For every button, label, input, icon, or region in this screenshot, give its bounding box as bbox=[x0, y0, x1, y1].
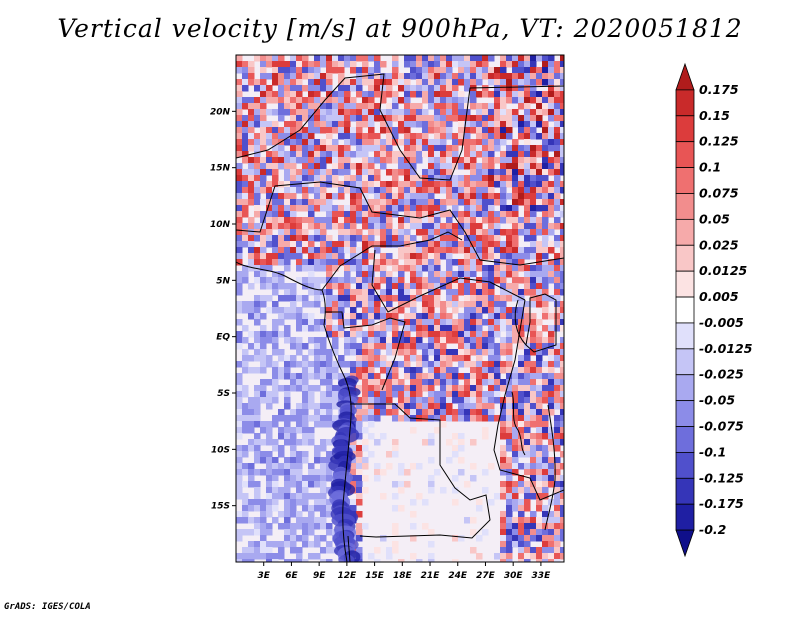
colorbar-level-label: 0.175 bbox=[699, 82, 739, 97]
lon-tick-label: 24E bbox=[448, 571, 468, 581]
country-border bbox=[321, 231, 463, 291]
west-coastline bbox=[236, 261, 352, 562]
colorbar-swatch bbox=[675, 62, 695, 91]
colorbar-level-label: 0.125 bbox=[699, 134, 739, 149]
colorbar-swatch bbox=[675, 529, 695, 558]
lat-tick-label: 15N bbox=[210, 164, 231, 174]
colorbar-swatch bbox=[675, 322, 695, 350]
colorbar-swatch bbox=[675, 348, 695, 376]
colorbar-level-label: -0.1 bbox=[699, 444, 726, 459]
colorbar-swatch bbox=[675, 115, 695, 143]
colorbar-level-label: -0.175 bbox=[699, 496, 744, 511]
colorbar-swatch bbox=[675, 193, 695, 220]
lon-tick-label: 12E bbox=[338, 571, 358, 581]
map-axes: 20N 15N 10N 5N EQ 5S 10S 15S 3E 6E 9E 12E 15E 18E 21E 2… bbox=[210, 107, 551, 581]
country-border bbox=[350, 403, 491, 539]
coastlines-and-borders bbox=[236, 73, 564, 562]
colorbar-level-label: -0.075 bbox=[699, 419, 744, 434]
colorbar-level-label: 0.075 bbox=[699, 185, 739, 200]
grads-credit: GrADS: IGES/COLA bbox=[4, 602, 91, 612]
lat-tick-label: 20N bbox=[210, 107, 231, 117]
country-border bbox=[236, 73, 564, 181]
lon-tick-label: 3E bbox=[258, 571, 271, 581]
lon-tick-label: 27E bbox=[476, 571, 496, 581]
chart-title: Vertical velocity [m/s] at 900hPa, VT: 2… bbox=[57, 14, 743, 43]
colorbar-level-label: -0.125 bbox=[699, 470, 744, 485]
lat-tick-label: 5N bbox=[216, 276, 230, 286]
colorbar-level-label: 0.1 bbox=[699, 160, 721, 175]
country-border bbox=[493, 299, 564, 501]
country-border bbox=[371, 249, 526, 313]
colorbar-level-label: 0.0125 bbox=[699, 263, 748, 278]
colorbar-swatch bbox=[675, 167, 695, 194]
colorbar-swatch bbox=[675, 270, 695, 298]
lake-outline bbox=[514, 299, 527, 346]
lat-tick-label: EQ bbox=[216, 333, 230, 343]
lat-tick-label: 10S bbox=[211, 445, 230, 455]
colorbar-level-label: 0.05 bbox=[699, 211, 730, 226]
country-border bbox=[347, 535, 351, 562]
colorbar-level-label: 0.005 bbox=[699, 289, 739, 304]
colorbar-swatch bbox=[675, 141, 695, 168]
lon-tick-label: 33E bbox=[532, 571, 552, 581]
colorbar-swatch bbox=[675, 400, 695, 427]
lat-tick-label: 5S bbox=[217, 389, 230, 399]
colorbar-swatch bbox=[675, 452, 695, 479]
colorbar-swatch bbox=[675, 296, 695, 324]
colorbar-level-label: -0.05 bbox=[699, 393, 735, 408]
lon-tick-label: 18E bbox=[393, 571, 413, 581]
lat-tick-label: 15S bbox=[211, 502, 230, 512]
colorbar-level-label: -0.0125 bbox=[699, 341, 753, 356]
lake-outline bbox=[544, 404, 556, 531]
country-border bbox=[525, 293, 557, 353]
colorbar-swatch bbox=[675, 426, 695, 453]
lon-tick-label: 21E bbox=[421, 571, 441, 581]
lon-tick-label: 6E bbox=[285, 571, 298, 581]
lon-tick-label: 9E bbox=[313, 571, 326, 581]
colorbar-swatch bbox=[675, 477, 695, 505]
country-border bbox=[236, 181, 564, 266]
lat-tick-label: 10N bbox=[210, 220, 231, 230]
colorbar-level-label: -0.005 bbox=[699, 315, 744, 330]
colorbar-swatch bbox=[675, 244, 695, 272]
colorbar-level-label: 0.15 bbox=[699, 108, 730, 123]
lon-tick-label: 30E bbox=[504, 571, 524, 581]
colorbar-swatch bbox=[675, 89, 695, 117]
colorbar-level-label: 0.025 bbox=[699, 237, 739, 252]
velocity-field bbox=[236, 55, 564, 562]
country-border bbox=[325, 311, 406, 391]
lon-tick-label: 15E bbox=[365, 571, 385, 581]
lake-outline bbox=[511, 391, 526, 456]
colorbar-swatch bbox=[675, 218, 695, 246]
colorbar-level-label: -0.2 bbox=[699, 522, 726, 537]
colorbar-level-label: -0.025 bbox=[699, 367, 744, 382]
colorbar-swatch bbox=[675, 374, 695, 402]
map-frame bbox=[235, 54, 565, 563]
colorbar-swatch bbox=[675, 503, 695, 531]
